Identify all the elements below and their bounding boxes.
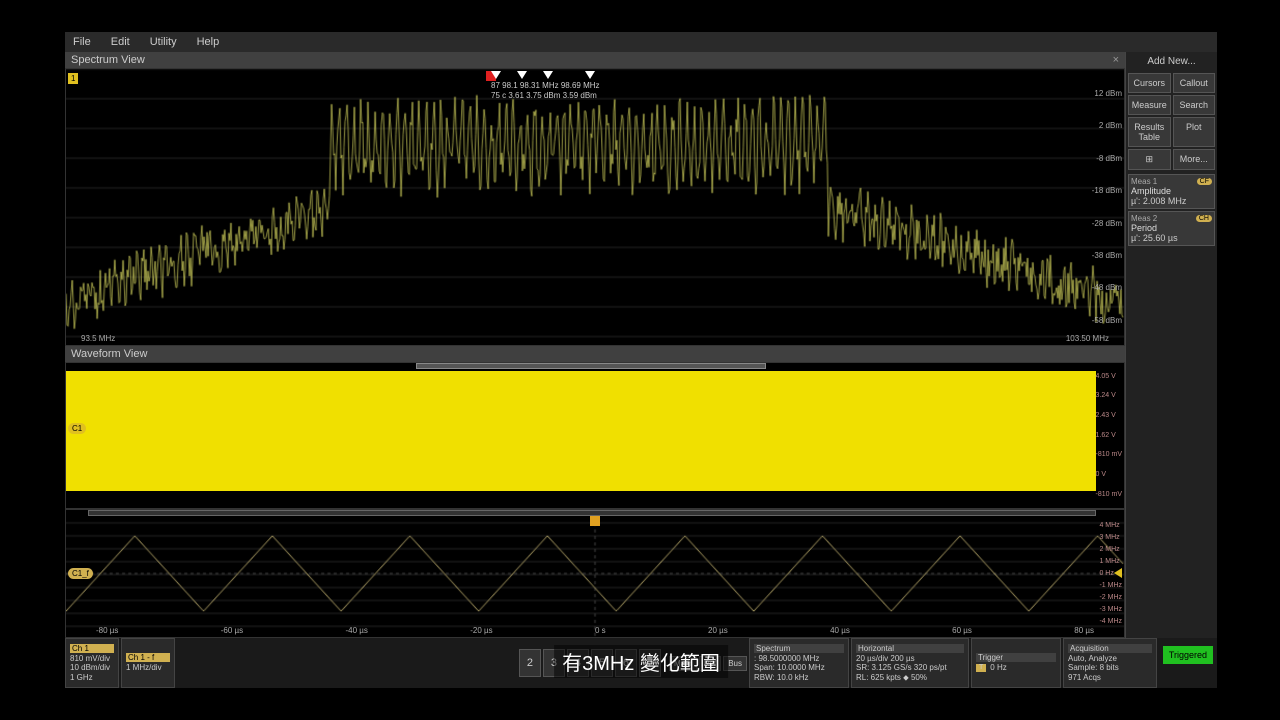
menu-utility[interactable]: Utility: [150, 36, 177, 48]
spectrum-y-axis: 12 dBm2 dBm-8 dBm-18 dBm-28 dBm-38 dBm-4…: [1092, 89, 1122, 325]
measurement-2[interactable]: Meas 2CH Period µ': 25.60 µs: [1128, 211, 1215, 246]
more-button[interactable]: More...: [1173, 149, 1216, 170]
marker-icon[interactable]: [543, 71, 553, 79]
draw-button[interactable]: ⊞: [1128, 149, 1171, 170]
ch1-badge[interactable]: C1: [68, 423, 86, 434]
menubar: File Edit Utility Help: [65, 32, 1217, 52]
waveform-title: Waveform View: [71, 348, 147, 360]
trigger-marker-icon[interactable]: [590, 516, 600, 526]
freq-canvas: [66, 510, 1124, 637]
marker-row: [491, 71, 595, 79]
side-title: Add New...: [1126, 52, 1217, 71]
channel-2-button[interactable]: 2: [519, 649, 541, 677]
measure-button[interactable]: Measure: [1128, 95, 1171, 115]
marker-icon[interactable]: [491, 71, 501, 79]
side-panel: Add New... Cursors Callout Measure Searc…: [1125, 52, 1217, 638]
triggered-button[interactable]: Triggered: [1163, 646, 1213, 664]
spectrum-canvas: [66, 69, 1124, 345]
search-button[interactable]: Search: [1173, 95, 1216, 115]
menu-help[interactable]: Help: [197, 36, 220, 48]
measurement-1[interactable]: Meas 1CF Amplitude µ': 2.008 MHz: [1128, 174, 1215, 209]
freq-vs-time-view[interactable]: C1_f 4 MHz3 MHz2 MHz1 MHz0 Hz-1 MHz-2 MH…: [65, 509, 1125, 638]
waveform-trace: [66, 371, 1096, 491]
menu-edit[interactable]: Edit: [111, 36, 130, 48]
spectrum-info[interactable]: Spectrum : 98.5000000 MHzSpan: 10.0000 M…: [749, 638, 849, 688]
waveform-title-bar: Waveform View: [65, 346, 1125, 362]
ch1-info[interactable]: Ch 1 810 mV/div10 dBm/div1 GHz: [65, 638, 119, 688]
c1f-badge[interactable]: C1_f: [68, 568, 93, 579]
subtitle-caption: 有3MHz 變化範圍: [554, 645, 728, 678]
freq-x-axis: -80 µs-60 µs-40 µs-20 µs0 s20 µs40 µs60 …: [96, 626, 1094, 635]
plot-button[interactable]: Plot: [1173, 117, 1216, 147]
waveform-scrollbar[interactable]: [416, 363, 766, 369]
close-icon[interactable]: ×: [1113, 54, 1119, 66]
channel-badge[interactable]: 1: [68, 73, 78, 84]
ch1f-info[interactable]: Ch 1 - f 1 MHz/div: [121, 638, 175, 688]
marker-icon[interactable]: [517, 71, 527, 79]
spectrum-x-axis: 93.5 MHz 103.50 MHz: [81, 334, 1109, 343]
horizontal-info[interactable]: Horizontal 20 µs/div 200 µsSR: 3.125 GS/…: [851, 638, 969, 688]
marker-icon[interactable]: [585, 71, 595, 79]
marker-info: 87 98.1 98.31 MHz 98.69 MHz 75 c 3.61 3.…: [491, 81, 600, 100]
acquisition-info[interactable]: Acquisition Auto, AnalyzeSample: 8 bits9…: [1063, 638, 1157, 688]
menu-file[interactable]: File: [73, 36, 91, 48]
callout-button[interactable]: Callout: [1173, 73, 1216, 93]
spectrum-view[interactable]: 1 87 98.1 98.31 MHz 98.69 MHz 75 c 3.61 …: [65, 68, 1125, 346]
waveform-view[interactable]: C1 4.05 V3.24 V2.43 V1.62 V-810 mV0 V-81…: [65, 362, 1125, 509]
trigger-info[interactable]: Trigger T 0 Hz: [971, 638, 1061, 688]
cursors-button[interactable]: Cursors: [1128, 73, 1171, 93]
results-table-button[interactable]: Results Table: [1128, 117, 1171, 147]
waveform-y-axis: 4.05 V3.24 V2.43 V1.62 V-810 mV0 V-810 m…: [1096, 373, 1122, 498]
spectrum-title: Spectrum View: [71, 54, 145, 66]
freq-y-axis: 4 MHz3 MHz2 MHz1 MHz0 Hz-1 MHz-2 MHz-3 M…: [1099, 522, 1122, 625]
spectrum-title-bar: Spectrum View ×: [65, 52, 1125, 68]
